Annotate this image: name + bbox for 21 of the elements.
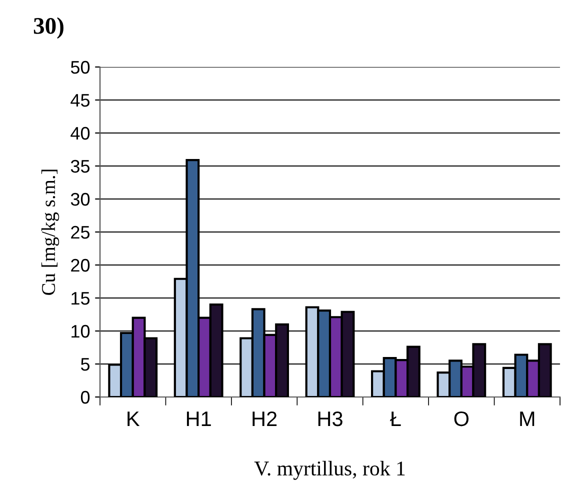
y-tick-label: 35 bbox=[70, 160, 90, 173]
y-axis-title: Cu [mg/kg s.m.] bbox=[41, 170, 60, 295]
x-tick-label: H3 bbox=[318, 411, 342, 426]
x-tick-label: H1 bbox=[186, 412, 211, 426]
x-tick-label: Ł bbox=[390, 412, 401, 426]
y-tick-label: 50 bbox=[70, 60, 90, 74]
y-tick-label: 0 bbox=[80, 390, 90, 404]
x-tick-label: M bbox=[520, 412, 534, 426]
chart-title: 30) bbox=[34, 17, 64, 39]
x-tick-label: K bbox=[128, 412, 140, 426]
y-tick-label: 45 bbox=[70, 94, 90, 107]
y-tick-label: 20 bbox=[71, 258, 90, 272]
x-tick-label: O bbox=[454, 411, 469, 426]
y-tick-label: 5 bbox=[80, 358, 90, 371]
y-tick-label: 30 bbox=[70, 192, 90, 206]
x-axis-title: V. myrtillus, rok 1 bbox=[254, 460, 405, 480]
x-tick-label: H2 bbox=[252, 411, 277, 426]
y-tick-label: 40 bbox=[70, 126, 90, 140]
y-tick-label: 25 bbox=[71, 226, 90, 239]
y-tick-label: 10 bbox=[72, 324, 90, 338]
y-tick-label: 15 bbox=[72, 292, 90, 305]
